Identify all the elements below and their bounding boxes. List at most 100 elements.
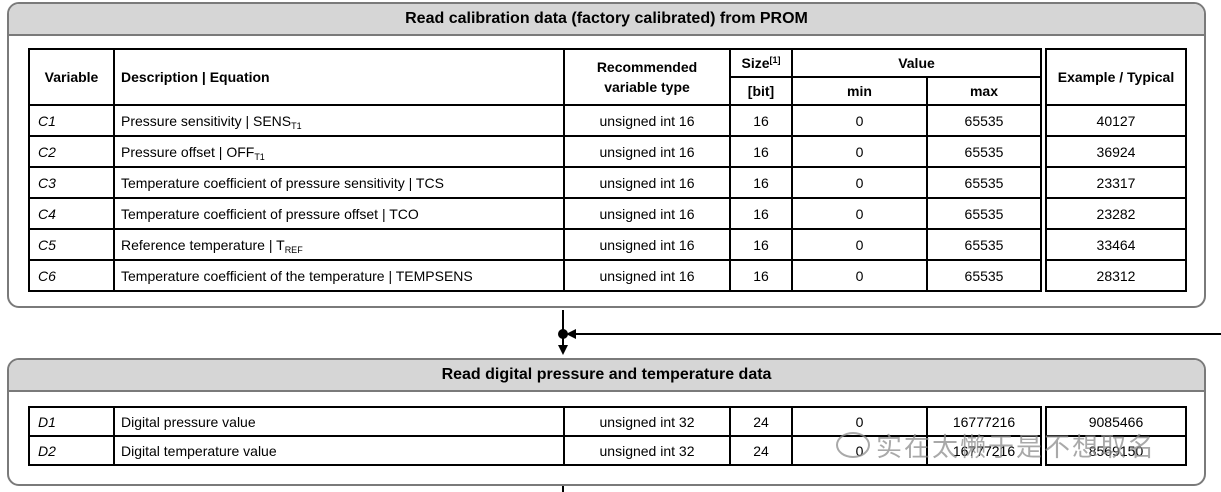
example-table: Example / Typical 40127 36924 23317 23282 33… <box>1045 48 1187 292</box>
max-cell: 65535 <box>926 259 1042 292</box>
example-cell: 23317 <box>1045 166 1187 199</box>
example-row: 36924 <box>1045 135 1187 168</box>
description-text: Temperature coefficient of pressure offs… <box>121 205 419 222</box>
description-subscript: T1 <box>291 120 302 131</box>
header-size: Size[1] <box>729 48 793 78</box>
min-cell: 0 <box>791 259 928 292</box>
example-cell: 33464 <box>1045 228 1187 261</box>
size-cell: 16 <box>729 259 793 292</box>
type-cell: unsigned int 32 <box>563 406 731 437</box>
table-row: C6 Temperature coefficient of the tempera… <box>28 259 1042 292</box>
description-cell: Digital pressure value <box>113 406 565 437</box>
flow-arrow-left <box>566 329 576 339</box>
type-cell: unsigned int 16 <box>563 197 731 230</box>
example-row: 40127 <box>1045 104 1187 137</box>
max-cell: 65535 <box>926 104 1042 137</box>
example-row: 9085466 <box>1045 406 1187 437</box>
variable-cell: D2 <box>28 435 115 466</box>
description-subscript: T1 <box>254 151 265 162</box>
description-text: Digital temperature value <box>121 442 277 459</box>
type-cell: unsigned int 16 <box>563 104 731 137</box>
type-cell: unsigned int 16 <box>563 135 731 168</box>
description-cell: Digital temperature value <box>113 435 565 466</box>
max-cell: 65535 <box>926 166 1042 199</box>
example-row: 28312 <box>1045 259 1187 292</box>
description-cell: Pressure sensitivity | SENST1 <box>113 104 565 137</box>
header-row-2: [bit] min max <box>29 76 1042 106</box>
example-cell: 28312 <box>1045 259 1187 292</box>
example-row: 23282 <box>1045 197 1187 230</box>
digital-data-table: D1 Digital pressure value unsigned int 32 2… <box>28 406 1042 466</box>
variable-cell: C3 <box>28 166 115 199</box>
description-text: Pressure sensitivity | SENS <box>121 112 292 129</box>
watermark-text: 实在太懒于是不想取名 <box>876 432 1157 462</box>
header-size-label: Size <box>741 55 770 71</box>
header-min: min <box>791 76 928 106</box>
table-row: C2 Pressure offset | OFFT1 unsigned int 16… <box>28 135 1042 168</box>
type-cell: unsigned int 16 <box>563 259 731 292</box>
header-example: Example / Typical <box>1045 48 1187 106</box>
header-variable: Variable <box>28 48 115 106</box>
example-cell: 36924 <box>1045 135 1187 168</box>
table-row: C4 Temperature coefficient of pressure of… <box>28 197 1042 230</box>
min-cell: 0 <box>791 197 928 230</box>
description-cell: Reference temperature | TREF <box>113 228 565 261</box>
example-cell: 9085466 <box>1045 406 1187 437</box>
description-text: Temperature coefficient of the temperatu… <box>121 267 473 284</box>
digital-data-panel-title: Read digital pressure and temperature da… <box>9 360 1204 392</box>
example-row: 33464 <box>1045 228 1187 261</box>
header-size-note: [1] <box>769 55 781 65</box>
calibration-panel-title: Read calibration data (factory calibrate… <box>9 4 1204 36</box>
max-cell: 16777216 <box>926 406 1042 437</box>
max-cell: 16777216 <box>926 435 1042 466</box>
variable-cell: C5 <box>28 228 115 261</box>
wechat-icon <box>836 432 870 458</box>
header-size-unit: [bit] <box>729 76 793 106</box>
flow-line-horizontal <box>574 333 1221 335</box>
variable-cell: C4 <box>28 197 115 230</box>
description-text: Reference temperature | T <box>121 236 285 253</box>
size-cell: 16 <box>729 104 793 137</box>
description-cell: Temperature coefficient of pressure offs… <box>113 197 565 230</box>
description-text: Pressure offset | OFF <box>121 143 255 160</box>
size-cell: 16 <box>729 228 793 261</box>
size-cell: 16 <box>729 166 793 199</box>
header-recommended: Recommended variable type <box>563 48 731 106</box>
flow-junction-dot <box>558 329 568 339</box>
max-cell: 65535 <box>926 135 1042 168</box>
example-cell: 40127 <box>1045 104 1187 137</box>
variable-cell: D1 <box>28 406 115 437</box>
digital-data-panel: Read digital pressure and temperature da… <box>7 358 1206 486</box>
variable-cell: C2 <box>28 135 115 168</box>
example-row: 8569150 <box>1045 435 1187 466</box>
min-cell: 0 <box>791 104 928 137</box>
calibration-panel: Read calibration data (factory calibrate… <box>7 2 1206 308</box>
flow-line-vertical <box>562 310 564 346</box>
description-subscript: REF <box>284 244 303 255</box>
size-cell: 24 <box>729 435 793 466</box>
variable-cell: C6 <box>28 259 115 292</box>
flow-line-bottom <box>562 484 564 492</box>
min-cell: 0 <box>791 135 928 168</box>
calibration-table: Variable Description | Equation Recommen… <box>28 48 1042 292</box>
size-cell: 16 <box>729 135 793 168</box>
size-cell: 16 <box>729 197 793 230</box>
description-text: Digital pressure value <box>121 413 256 430</box>
min-cell: 0 <box>791 406 928 437</box>
variable-cell: C1 <box>28 104 115 137</box>
type-cell: unsigned int 32 <box>563 435 731 466</box>
description-text: Temperature coefficient of pressure sens… <box>121 174 444 191</box>
header-max: max <box>926 76 1042 106</box>
description-cell: Temperature coefficient of pressure sens… <box>113 166 565 199</box>
digital-example-table: 9085466 8569150 <box>1045 406 1187 466</box>
max-cell: 65535 <box>926 228 1042 261</box>
flow-arrow-down <box>558 345 568 355</box>
header-value: Value <box>791 48 1042 78</box>
description-cell: Pressure offset | OFFT1 <box>113 135 565 168</box>
watermark: 实在太懒于是不想取名 <box>836 427 1156 464</box>
example-cell: 8569150 <box>1045 435 1187 466</box>
header-description: Description | Equation <box>113 48 565 106</box>
header-row: Variable Description | Equation Recommen… <box>28 48 1042 106</box>
example-row: 23317 <box>1045 166 1187 199</box>
type-cell: unsigned int 16 <box>563 166 731 199</box>
